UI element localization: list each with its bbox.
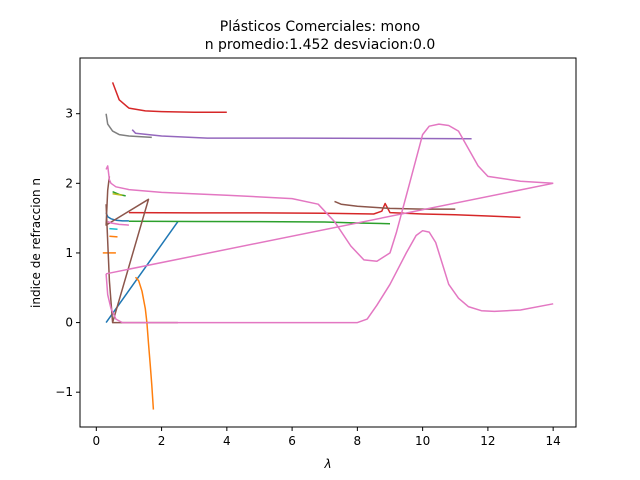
series-line [105,182,554,275]
x-tick-label: 12 [480,434,495,448]
series-line [105,113,152,139]
y-tick-label: 3 [65,107,73,121]
y-axis: −1 0 1 2 3 [55,107,80,399]
chart-title: Plásticos Comerciales: mono [220,19,420,35]
x-tick-label: 8 [354,434,362,448]
series-line [105,229,554,324]
x-tick-label: 14 [546,434,561,448]
series-line [112,193,123,196]
y-tick-label: 1 [65,246,73,260]
series-line [109,235,118,238]
x-tick-label: 0 [92,434,100,448]
y-axis-label: indice de refraccion n [29,178,43,308]
y-tick-label: −1 [55,385,73,399]
y-tick-label: 0 [65,316,73,330]
x-tick-label: 2 [158,434,166,448]
series-line [105,212,129,222]
series-line [111,82,227,114]
series-line [105,176,150,324]
axes-frame [79,57,577,428]
y-tick-label: 2 [65,176,73,190]
series-line [131,129,472,140]
series-line [128,220,391,225]
chart-subtitle: n promedio:1.452 desviacion:0.0 [205,37,436,53]
series-line [107,220,129,226]
series-line [105,123,554,263]
x-axis-label: λ [323,457,331,471]
x-tick-label: 6 [288,434,296,448]
plot-area [102,82,554,410]
x-tick-label: 10 [415,434,430,448]
series-line [109,227,118,231]
x-tick-label: 4 [223,434,231,448]
x-axis: 0 2 4 6 8 10 12 14 [92,427,561,448]
